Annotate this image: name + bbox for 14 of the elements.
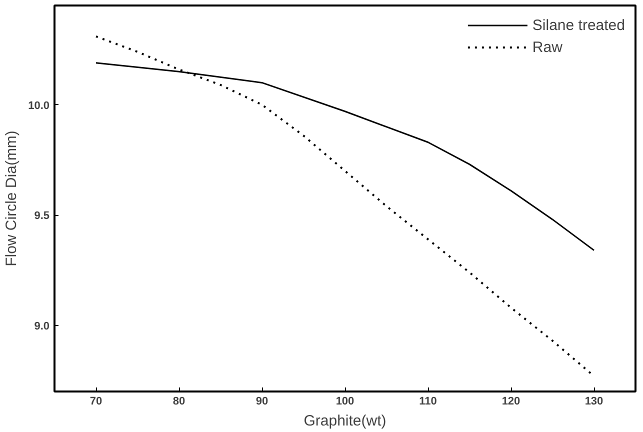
y-axis-title: Flow Circle Dia(mm) <box>3 130 20 266</box>
x-tick-label: 110 <box>419 396 437 408</box>
x-axis-title: Graphite(wt) <box>304 412 386 430</box>
x-tick-label: 90 <box>256 396 268 408</box>
legend-label: Raw <box>532 38 562 56</box>
x-tick-label: 130 <box>584 396 604 408</box>
y-tick-label: 10.0 <box>28 100 50 112</box>
y-tick-label: 9.0 <box>34 320 50 332</box>
x-tick-label: 80 <box>172 396 186 408</box>
x-tick-label: 120 <box>502 396 520 408</box>
legend-label: Silane treated <box>532 16 625 34</box>
y-tick-label: 9.5 <box>34 210 50 222</box>
x-tick-label: 70 <box>90 396 102 408</box>
x-tick-label: 100 <box>336 396 354 408</box>
